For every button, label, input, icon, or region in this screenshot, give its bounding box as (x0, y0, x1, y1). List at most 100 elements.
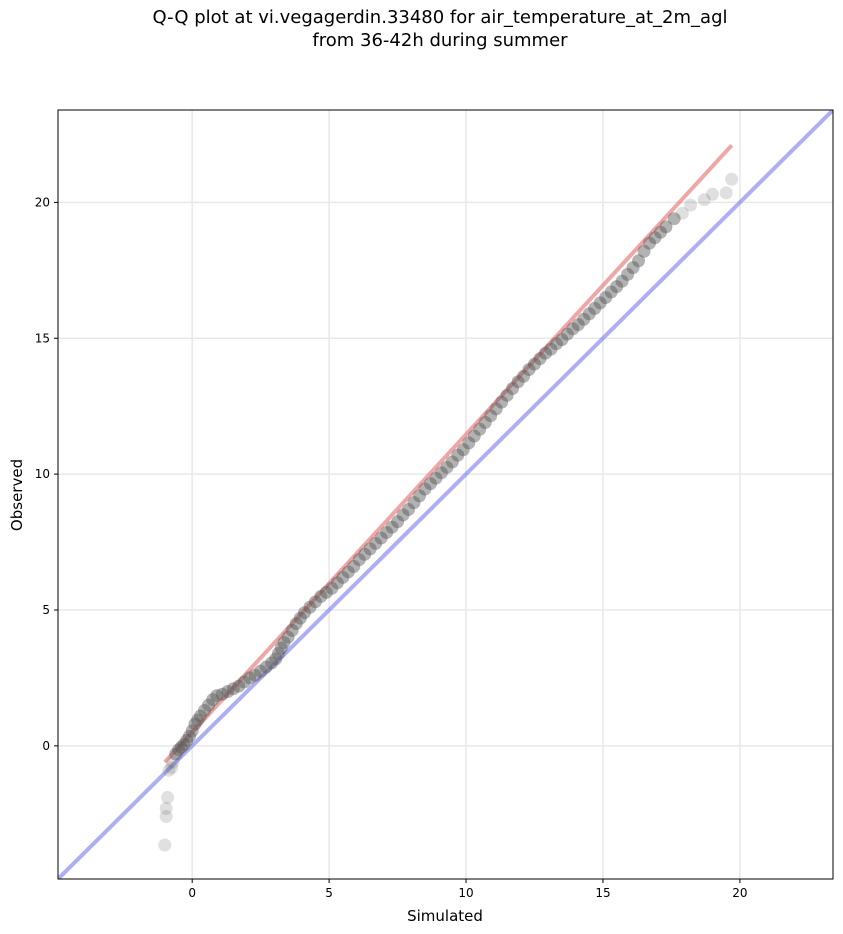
data-point (363, 542, 377, 556)
grid (58, 110, 833, 879)
data-point (254, 664, 268, 678)
data-point (653, 225, 667, 239)
data-point (555, 333, 569, 347)
data-point (232, 679, 246, 693)
data-point (352, 553, 366, 567)
data-point (719, 186, 733, 200)
data-point (202, 698, 216, 712)
data-point (429, 471, 443, 485)
data-point (440, 460, 454, 474)
data-point (171, 743, 185, 757)
y-tick-label: 0 (42, 739, 50, 753)
data-point (193, 709, 207, 723)
data-point (226, 682, 240, 696)
chart-title: Q-Q plot at vi.vegagerdin.33480 for air_… (152, 7, 728, 28)
data-point (697, 193, 711, 207)
data-point (289, 617, 303, 631)
data-point (165, 761, 179, 775)
data-point (407, 496, 421, 510)
data-point (626, 261, 640, 275)
data-point (215, 687, 229, 701)
data-point (191, 713, 205, 727)
data-point (423, 477, 437, 491)
plot-series (58, 110, 833, 879)
x-axis-label: Simulated (407, 907, 483, 925)
data-point (560, 327, 574, 341)
data-point (319, 585, 333, 599)
data-point (259, 660, 273, 674)
data-point (265, 656, 279, 670)
x-tick-label: 10 (458, 886, 473, 900)
data-point (675, 206, 689, 220)
data-point (385, 520, 399, 534)
data-point (418, 482, 432, 496)
data-point (374, 531, 388, 545)
plot-frame (57, 109, 834, 880)
data-point (243, 671, 257, 685)
data-point (391, 515, 405, 529)
data-point (615, 274, 629, 288)
data-point (188, 717, 202, 731)
data-point (522, 363, 536, 377)
data-point (549, 337, 563, 351)
data-point (489, 402, 503, 416)
data-point (198, 704, 212, 718)
data-point (271, 646, 285, 660)
data-point (180, 733, 194, 747)
data-point (341, 565, 355, 579)
data-point (659, 220, 673, 234)
y-tick-label: 20 (35, 195, 50, 209)
data-point (610, 280, 624, 294)
data-point (274, 641, 288, 655)
data-point (706, 187, 720, 201)
data-point (648, 231, 662, 245)
data-point (566, 322, 580, 336)
data-point (169, 747, 183, 761)
data-point (330, 576, 344, 590)
data-point (314, 589, 328, 603)
data-point (412, 489, 426, 503)
data-point (380, 526, 394, 540)
y-axis-label: Observed (8, 459, 26, 531)
data-point (174, 740, 188, 754)
data-point (517, 369, 531, 383)
data-point (206, 693, 220, 707)
data-point (528, 357, 542, 371)
data-point (667, 212, 681, 226)
chart-title-block: Q-Q plot at vi.vegagerdin.33480 for air_… (0, 6, 843, 52)
y-tick-label: 10 (35, 467, 50, 481)
data-point (456, 443, 470, 457)
data-point (210, 689, 224, 703)
data-point (582, 307, 596, 321)
data-point (396, 508, 410, 522)
data-point (166, 755, 180, 769)
data-point (478, 415, 492, 429)
data-point (221, 685, 235, 699)
data-point (725, 172, 739, 186)
data-point (599, 290, 613, 304)
data-point (369, 536, 383, 550)
data-point (159, 801, 173, 815)
data-point (632, 254, 646, 268)
data-point (336, 570, 350, 584)
data-point (533, 352, 547, 366)
data-point (159, 810, 173, 824)
data-point (277, 636, 291, 650)
x-tick-label: 5 (325, 886, 333, 900)
data-point (358, 547, 372, 561)
data-point (495, 395, 509, 409)
fit-line (163, 143, 734, 764)
data-point (506, 382, 520, 396)
data-point (604, 285, 618, 299)
data-point (285, 623, 299, 637)
data-point (577, 312, 591, 326)
data-point (544, 342, 558, 356)
y-tick-label: 15 (35, 331, 50, 345)
data-point (500, 388, 514, 402)
y-tick-label: 5 (42, 603, 50, 617)
data-point (637, 244, 651, 258)
data-point (473, 422, 487, 436)
data-point (177, 737, 191, 751)
data-point (182, 729, 196, 743)
